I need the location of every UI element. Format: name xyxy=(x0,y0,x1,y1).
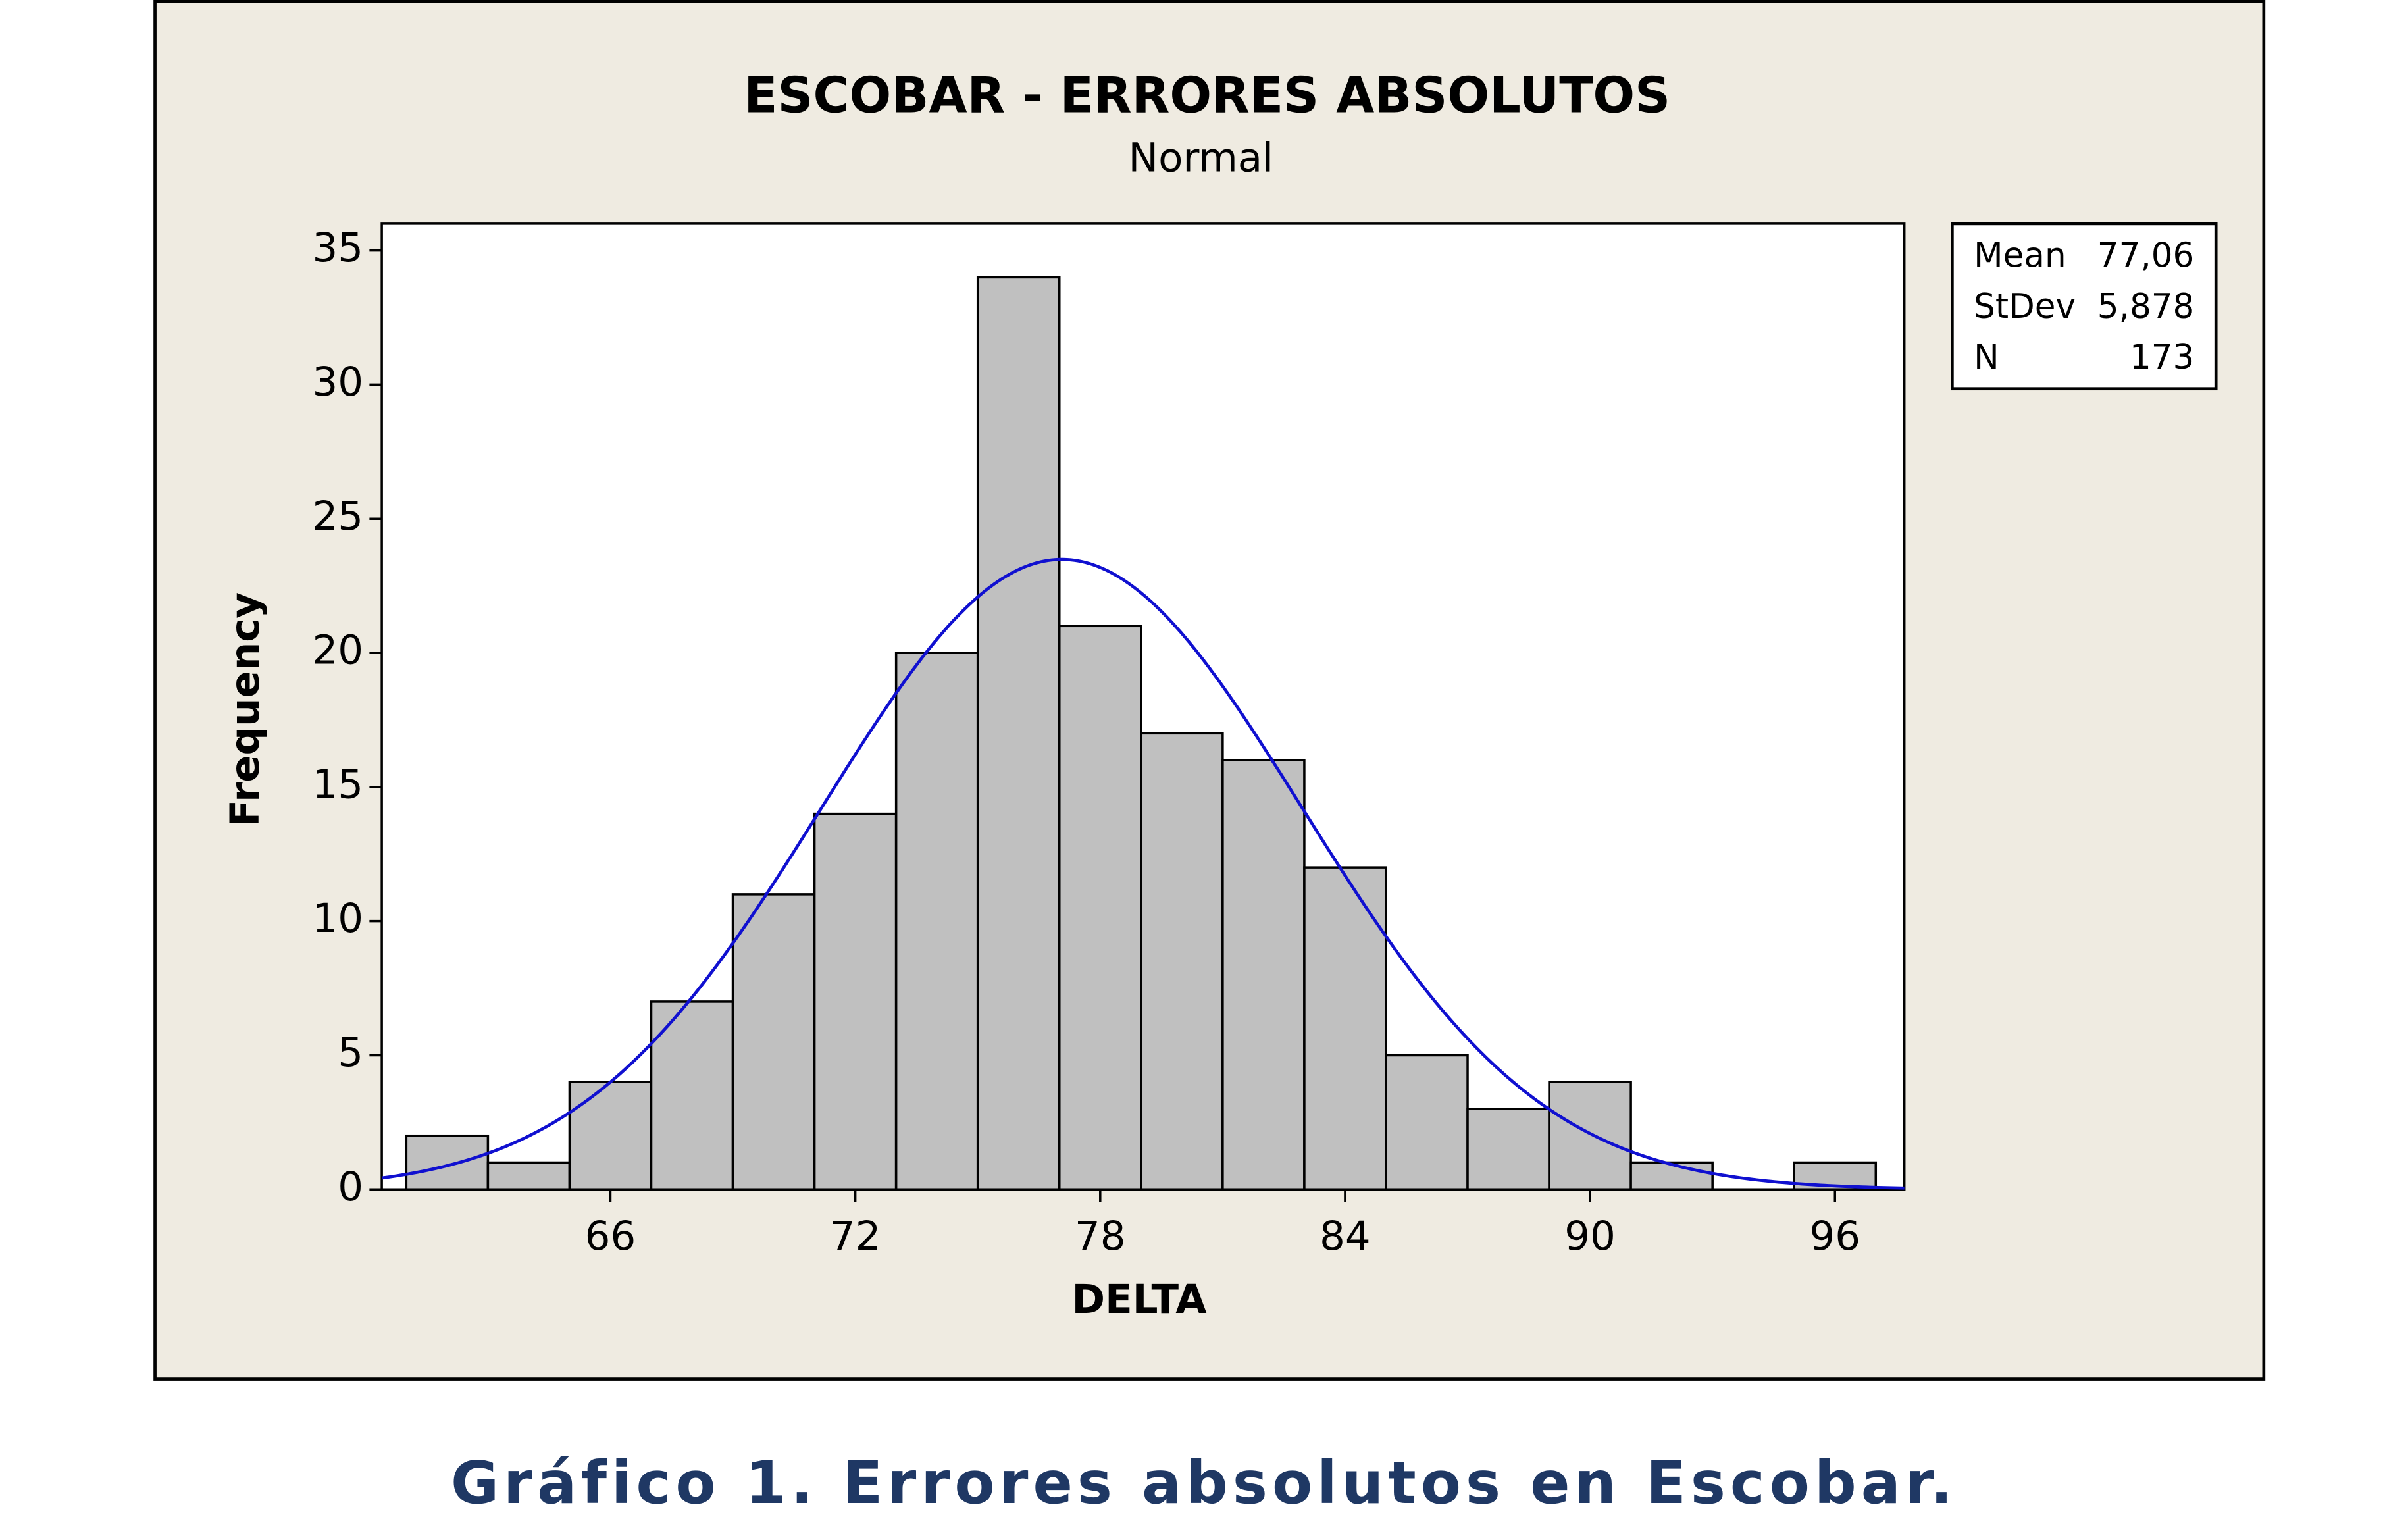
x-tick-label: 90 xyxy=(1564,1213,1616,1260)
bar xyxy=(1303,866,1387,1191)
y-tick-label: 0 xyxy=(338,1164,363,1210)
y-tick-label: 25 xyxy=(312,493,363,540)
y-tick-label: 15 xyxy=(312,761,363,807)
bar xyxy=(405,1134,490,1191)
bar xyxy=(1548,1081,1632,1191)
stats-box xyxy=(1951,222,2218,391)
stat-value: 77,06 xyxy=(2097,236,2195,275)
stat-value: 173 xyxy=(2130,338,2194,377)
chart-title: ESCOBAR - ERRORES ABSOLUTOS xyxy=(744,66,1670,124)
bar xyxy=(1466,1108,1550,1191)
caption: Gráfico 1. Errores absolutos en Escobar. xyxy=(451,1449,1957,1518)
stat-name: Mean xyxy=(1974,236,2066,275)
y-tick-label: 20 xyxy=(312,627,363,674)
x-tick-label: 96 xyxy=(1809,1213,1860,1260)
bar xyxy=(568,1081,653,1191)
y-axis-label: Frequency xyxy=(222,592,269,827)
bar xyxy=(1629,1161,1714,1191)
bar xyxy=(1140,732,1224,1191)
bar xyxy=(1058,625,1142,1191)
stat-name: StDev xyxy=(1974,287,2076,326)
bar xyxy=(486,1161,571,1191)
bar xyxy=(813,812,898,1191)
bar xyxy=(731,893,816,1191)
y-tick-label: 10 xyxy=(312,895,363,942)
stat-name: N xyxy=(1974,338,1999,377)
y-tick-label: 30 xyxy=(312,359,363,405)
bar xyxy=(894,652,979,1191)
bar xyxy=(1221,759,1306,1191)
y-tick-label: 5 xyxy=(338,1029,363,1076)
y-tick-label: 35 xyxy=(312,224,363,271)
bar xyxy=(1385,1054,1469,1191)
bar xyxy=(976,276,1061,1191)
x-tick-label: 66 xyxy=(585,1213,636,1260)
x-axis-label: DELTA xyxy=(1072,1276,1207,1323)
x-tick-label: 78 xyxy=(1075,1213,1126,1260)
normal-curve xyxy=(381,557,1905,1190)
x-tick-label: 72 xyxy=(830,1213,881,1260)
chart-subtitle: Normal xyxy=(1129,134,1273,181)
x-tick-label: 84 xyxy=(1319,1213,1371,1260)
stat-value: 5,878 xyxy=(2097,287,2195,326)
